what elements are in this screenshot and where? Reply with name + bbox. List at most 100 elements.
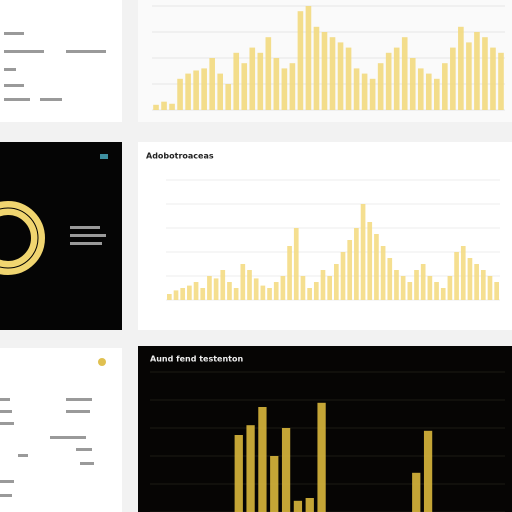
bar: [265, 37, 272, 111]
bar: [340, 252, 346, 300]
bar: [253, 278, 259, 300]
bar: [409, 58, 416, 110]
bar: [193, 282, 199, 300]
bar: [280, 276, 286, 300]
bar: [498, 52, 504, 110]
bar: [305, 6, 312, 110]
bar: [225, 84, 232, 110]
bar: [423, 430, 433, 512]
bar: [480, 270, 486, 300]
bar: [490, 47, 496, 110]
bar: [367, 222, 373, 300]
bar: [193, 70, 199, 110]
bar: [313, 26, 320, 110]
bar: [185, 73, 191, 110]
bar: [377, 63, 384, 110]
bar: [169, 103, 175, 110]
bar: [440, 288, 446, 300]
info-panel: [0, 348, 122, 512]
bar: [161, 101, 167, 110]
bar: [287, 246, 292, 300]
bar: [407, 282, 413, 300]
bar: [249, 47, 256, 110]
bar: [167, 294, 172, 300]
bar: [307, 288, 312, 300]
bar: [458, 26, 464, 110]
bar: [320, 270, 326, 300]
bar: [281, 68, 288, 110]
bar: [412, 472, 421, 512]
bar: [234, 435, 243, 512]
bar: [281, 428, 291, 512]
donut-edge: [0, 207, 39, 269]
bar: [300, 276, 306, 300]
bar: [427, 276, 433, 300]
placeholder-lines: [4, 32, 106, 101]
bar: [380, 246, 386, 300]
bar: [293, 228, 299, 300]
bar: [401, 37, 408, 111]
bar: [387, 258, 393, 300]
bar: [400, 276, 406, 300]
bar: [353, 68, 360, 110]
bar: [494, 282, 499, 300]
bar: [345, 47, 352, 110]
bar: [258, 407, 267, 512]
bar: [227, 282, 232, 300]
chart-title: Aund fend testenton: [150, 355, 243, 364]
bar: [385, 52, 392, 110]
bar: [393, 47, 400, 110]
bar: [267, 288, 272, 300]
bar: [241, 63, 248, 110]
bar: [460, 246, 466, 300]
bar: [369, 78, 376, 110]
bar: [260, 285, 266, 300]
bar: [247, 270, 252, 300]
bar: [417, 68, 424, 110]
bar: [334, 264, 339, 300]
bar: [450, 47, 456, 110]
placeholder-lines: [70, 154, 108, 245]
bar: [177, 78, 183, 110]
bar: [329, 37, 336, 111]
bar: [209, 58, 215, 110]
bar: [153, 104, 159, 110]
bar: [327, 276, 332, 300]
bar: [297, 11, 304, 111]
bar: [233, 52, 240, 110]
bar: [217, 73, 224, 110]
bar: [337, 42, 344, 110]
bar: [361, 73, 368, 110]
bar: [207, 276, 212, 300]
chart-title: Adobotroaceas: [146, 152, 214, 161]
bar: [394, 270, 399, 300]
chart-panel: [138, 142, 512, 330]
bar: [414, 270, 419, 300]
bar: [270, 456, 279, 512]
bar: [447, 276, 453, 300]
bar: [233, 288, 239, 300]
bar: [425, 73, 432, 110]
bar: [273, 282, 279, 300]
bar: [467, 258, 473, 300]
bar: [187, 285, 192, 300]
info-panel: [0, 0, 122, 122]
bar: [374, 234, 379, 300]
bar: [347, 240, 353, 300]
bar: [434, 282, 439, 300]
bar: [289, 63, 296, 110]
bar: [442, 63, 448, 110]
bar: [433, 78, 440, 110]
bar: [454, 252, 459, 300]
bar: [180, 288, 186, 300]
bar: [487, 276, 493, 300]
placeholder-lines: [0, 358, 106, 497]
bar: [354, 228, 359, 300]
bar: [482, 37, 488, 111]
bar: [201, 68, 207, 110]
bar: [220, 270, 226, 300]
bar: [293, 500, 303, 512]
bar: [313, 282, 319, 300]
